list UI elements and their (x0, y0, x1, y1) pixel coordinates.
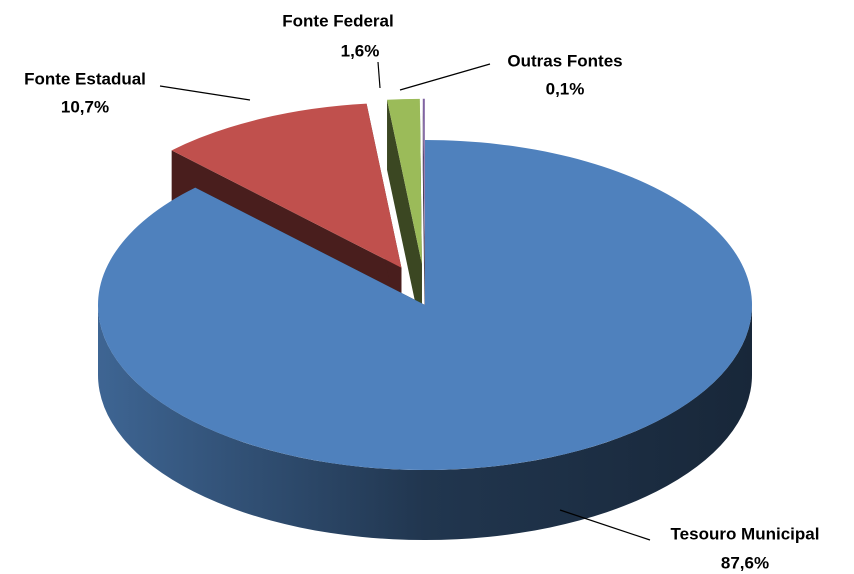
slice-name: Fonte Estadual (24, 69, 146, 88)
slice (422, 98, 425, 264)
slice-wall (98, 305, 752, 540)
leader-line (399, 63, 491, 91)
slice (387, 98, 422, 264)
slice-side (422, 98, 425, 334)
slice-value: 10,7% (61, 97, 109, 116)
pie (98, 98, 752, 540)
slice-side (387, 99, 422, 334)
slice (171, 103, 402, 268)
slice-name: Outras Fontes (507, 51, 622, 70)
leader-line (159, 85, 251, 101)
slice-value: 0,1% (546, 79, 585, 98)
slice-value: 1,6% (341, 41, 380, 60)
slice-value: 87,6% (721, 553, 769, 572)
slice-name: Fonte Federal (282, 11, 393, 30)
slice-name: Tesouro Municipal (671, 524, 820, 543)
slice (98, 140, 752, 471)
leader-line (559, 509, 651, 541)
leader-line (377, 61, 381, 89)
